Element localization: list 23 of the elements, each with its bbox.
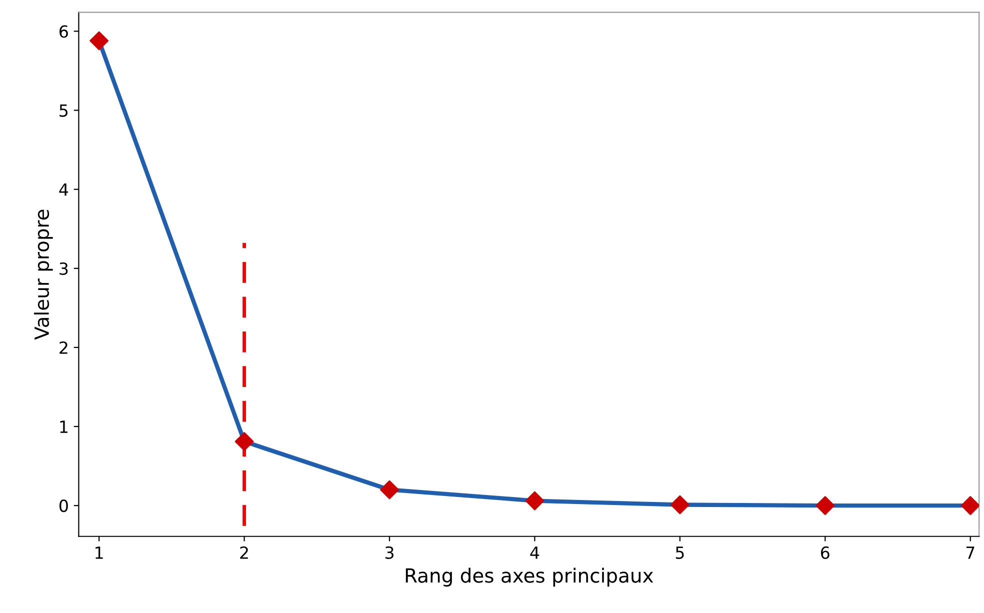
point xyxy=(960,496,980,516)
x-tick-label: 6 xyxy=(821,546,830,559)
y-tick-label: 5 xyxy=(60,104,68,117)
x-tick-label: 7 xyxy=(966,546,974,559)
x-tick-label: 3 xyxy=(385,546,394,559)
y-tick-label: 1 xyxy=(60,420,68,433)
x-axis-title: Rang des axes principaux xyxy=(406,568,654,587)
point xyxy=(525,491,544,510)
point xyxy=(380,480,399,500)
y-tick-label: 6 xyxy=(60,25,68,38)
point xyxy=(90,31,109,50)
point xyxy=(670,495,690,514)
y-tick-label: 4 xyxy=(59,184,68,196)
x-tick-label: 1 xyxy=(96,546,103,559)
y-tick-label: 0 xyxy=(59,500,68,512)
y-axis-title: Valeur propre xyxy=(34,210,53,340)
y-tick-label: 3 xyxy=(60,262,68,275)
y-tick-label: 2 xyxy=(60,341,68,354)
point xyxy=(234,432,254,451)
x-tick-label: 5 xyxy=(676,546,684,559)
point xyxy=(816,496,835,516)
x-tick-label: 2 xyxy=(240,546,248,559)
x-tick-label: 4 xyxy=(530,546,540,559)
